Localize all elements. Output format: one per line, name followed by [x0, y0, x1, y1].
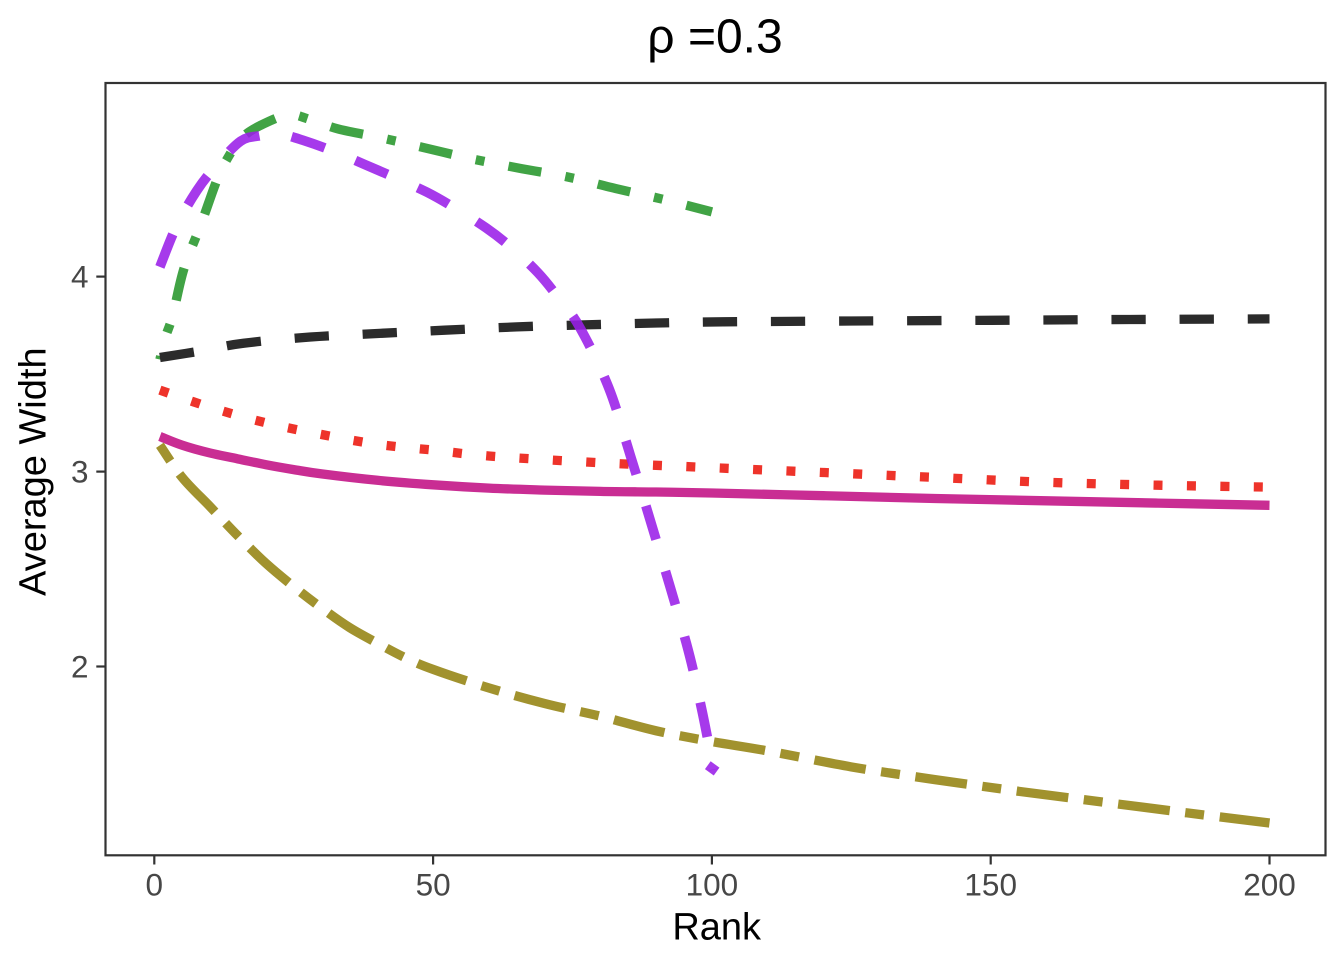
- svg-text:200: 200: [1243, 867, 1296, 903]
- svg-text:150: 150: [964, 867, 1017, 903]
- svg-text:ρ =0.3: ρ =0.3: [647, 11, 782, 64]
- svg-text:0: 0: [146, 867, 164, 903]
- svg-text:4: 4: [71, 259, 89, 295]
- svg-text:50: 50: [416, 867, 451, 903]
- svg-text:2: 2: [71, 649, 89, 685]
- svg-text:100: 100: [686, 867, 739, 903]
- svg-text:Rank: Rank: [672, 907, 762, 949]
- svg-text:Average Width: Average Width: [12, 347, 54, 596]
- svg-text:3: 3: [71, 454, 89, 490]
